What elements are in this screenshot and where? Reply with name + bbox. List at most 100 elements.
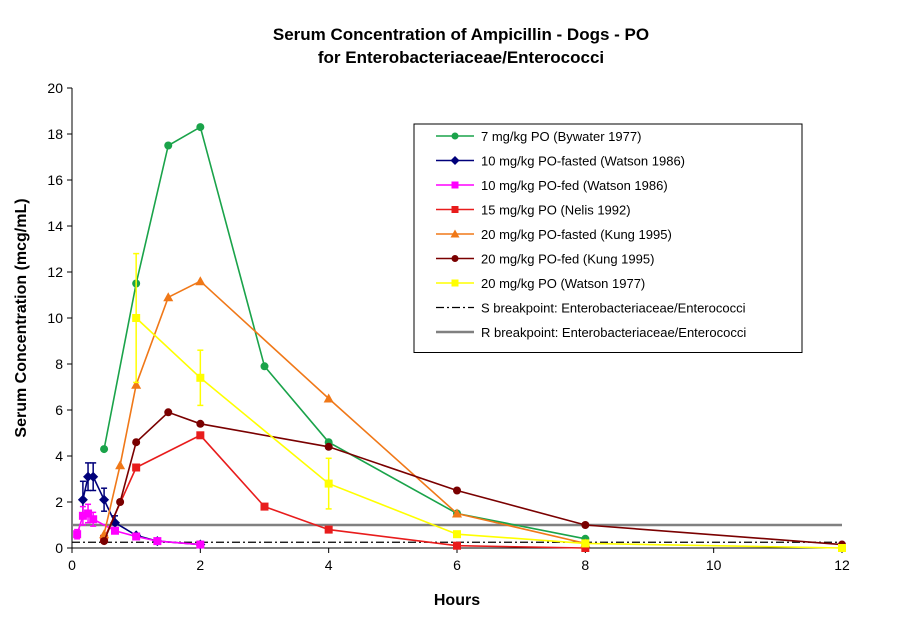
y-tick-label: 10 [47,310,63,326]
data-point [260,362,269,371]
data-point [581,544,590,552]
data-point [324,442,333,451]
legend-item-7: 20 mg/kg PO (Watson 1977) [436,276,645,291]
y-tick-label: 6 [55,402,63,418]
data-point [324,525,333,534]
data-point [153,537,162,546]
x-tick-label: 0 [68,557,76,573]
data-point [838,544,846,552]
legend-item-5: 20 mg/kg PO-fasted (Kung 1995) [436,227,672,242]
data-point [115,460,126,470]
data-point [132,532,141,541]
y-axis-title: Serum Concentration (mcg/mL) [13,198,30,437]
data-point [73,530,82,539]
series-line [103,280,586,545]
data-point [260,502,269,511]
legend-marker [451,132,459,140]
legend-label: R breakpoint: Enterobacteriaceae/Enteroc… [481,325,746,340]
legend-item-3: 10 mg/kg PO-fed (Watson 1986) [436,178,668,193]
legend-label: 20 mg/kg PO-fasted (Kung 1995) [481,227,672,242]
series-line [82,475,201,546]
data-point [196,431,205,440]
series-6 [100,408,846,549]
data-point [164,408,173,417]
y-tick-label: 2 [55,494,63,510]
legend-label: S breakpoint: Enterobacteriaceae/Enteroc… [481,301,746,316]
legend-label: 15 mg/kg PO (Nelis 1992) [481,203,631,218]
x-tick-label: 6 [453,557,461,573]
y-tick-label: 12 [47,264,63,280]
data-point [195,276,206,286]
data-point [164,141,173,150]
legend-item-1: 7 mg/kg PO (Bywater 1977) [436,129,641,144]
data-point [196,540,205,549]
legend-label: 10 mg/kg PO-fed (Watson 1986) [481,178,668,193]
chart-title-line-1: Serum Concentration of Ampicillin - Dogs… [273,25,649,44]
data-point [84,509,93,518]
series-7 [132,252,846,552]
data-point [581,521,590,529]
data-point [100,445,109,454]
data-point [77,494,88,505]
data-point [83,471,94,482]
legend-label: 7 mg/kg PO (Bywater 1977) [481,129,641,144]
y-tick-label: 20 [47,80,63,96]
legend-label: 20 mg/kg PO (Watson 1977) [481,276,645,291]
legend-item-4: 15 mg/kg PO (Nelis 1992) [436,203,631,218]
data-point [100,537,109,546]
legend-item-9: R breakpoint: Enterobacteriaceae/Enteroc… [436,325,746,340]
data-point [453,486,461,495]
legend-item-8: S breakpoint: Enterobacteriaceae/Enteroc… [436,301,746,316]
y-tick-label: 0 [55,540,63,556]
legend-label: 20 mg/kg PO-fed (Kung 1995) [481,252,654,267]
data-point [88,471,99,482]
data-point [196,123,205,132]
data-point [110,526,119,535]
data-point [116,498,125,506]
y-tick-label: 16 [47,172,63,188]
data-point [196,373,205,382]
legend-marker [450,156,460,165]
data-point [132,463,141,472]
legend-marker [451,181,459,189]
data-point [99,494,110,505]
x-axis-title: Hours [434,592,480,609]
data-point [323,393,334,403]
x-tick-label: 8 [581,557,589,573]
data-point [89,515,98,524]
series-3 [73,503,205,549]
legend-item-6: 20 mg/kg PO-fed (Kung 1995) [436,252,654,267]
data-point [132,314,141,322]
data-point [581,539,590,548]
data-point [453,530,461,539]
legend: 7 mg/kg PO (Bywater 1977) 10 mg/kg PO-fas… [413,123,803,353]
data-point [132,438,141,447]
x-tick-label: 12 [834,557,850,573]
series-4 [100,431,590,552]
x-tick-label: 10 [706,557,722,573]
legend-marker [451,279,459,287]
data-point [131,379,142,389]
legend-marker [450,229,460,238]
data-point [324,479,333,488]
data-point [196,419,205,428]
plot-area: 0 2 4 6 8 10 12 14 16 18 20 0 2 4 6 8 10 12 [47,80,850,573]
series-line [135,317,843,549]
y-tick-label: 18 [47,126,63,142]
y-tick-label: 14 [47,218,63,234]
y-tick-label: 8 [55,356,63,372]
x-tick-label: 4 [325,557,333,573]
x-tick-label: 2 [196,557,204,573]
y-tick-label: 4 [55,448,63,464]
legend-label: 10 mg/kg PO-fasted (Watson 1986) [481,154,685,169]
data-point [163,292,174,302]
chart-title-line-2: for Enterobacteriaceae/Enterococci [318,48,604,67]
data-point [78,511,87,520]
legend-marker [451,206,459,213]
series-line [103,125,586,540]
data-point [452,508,462,518]
legend-box [413,123,803,353]
legend-marker [451,255,459,262]
series-2 [77,462,206,550]
